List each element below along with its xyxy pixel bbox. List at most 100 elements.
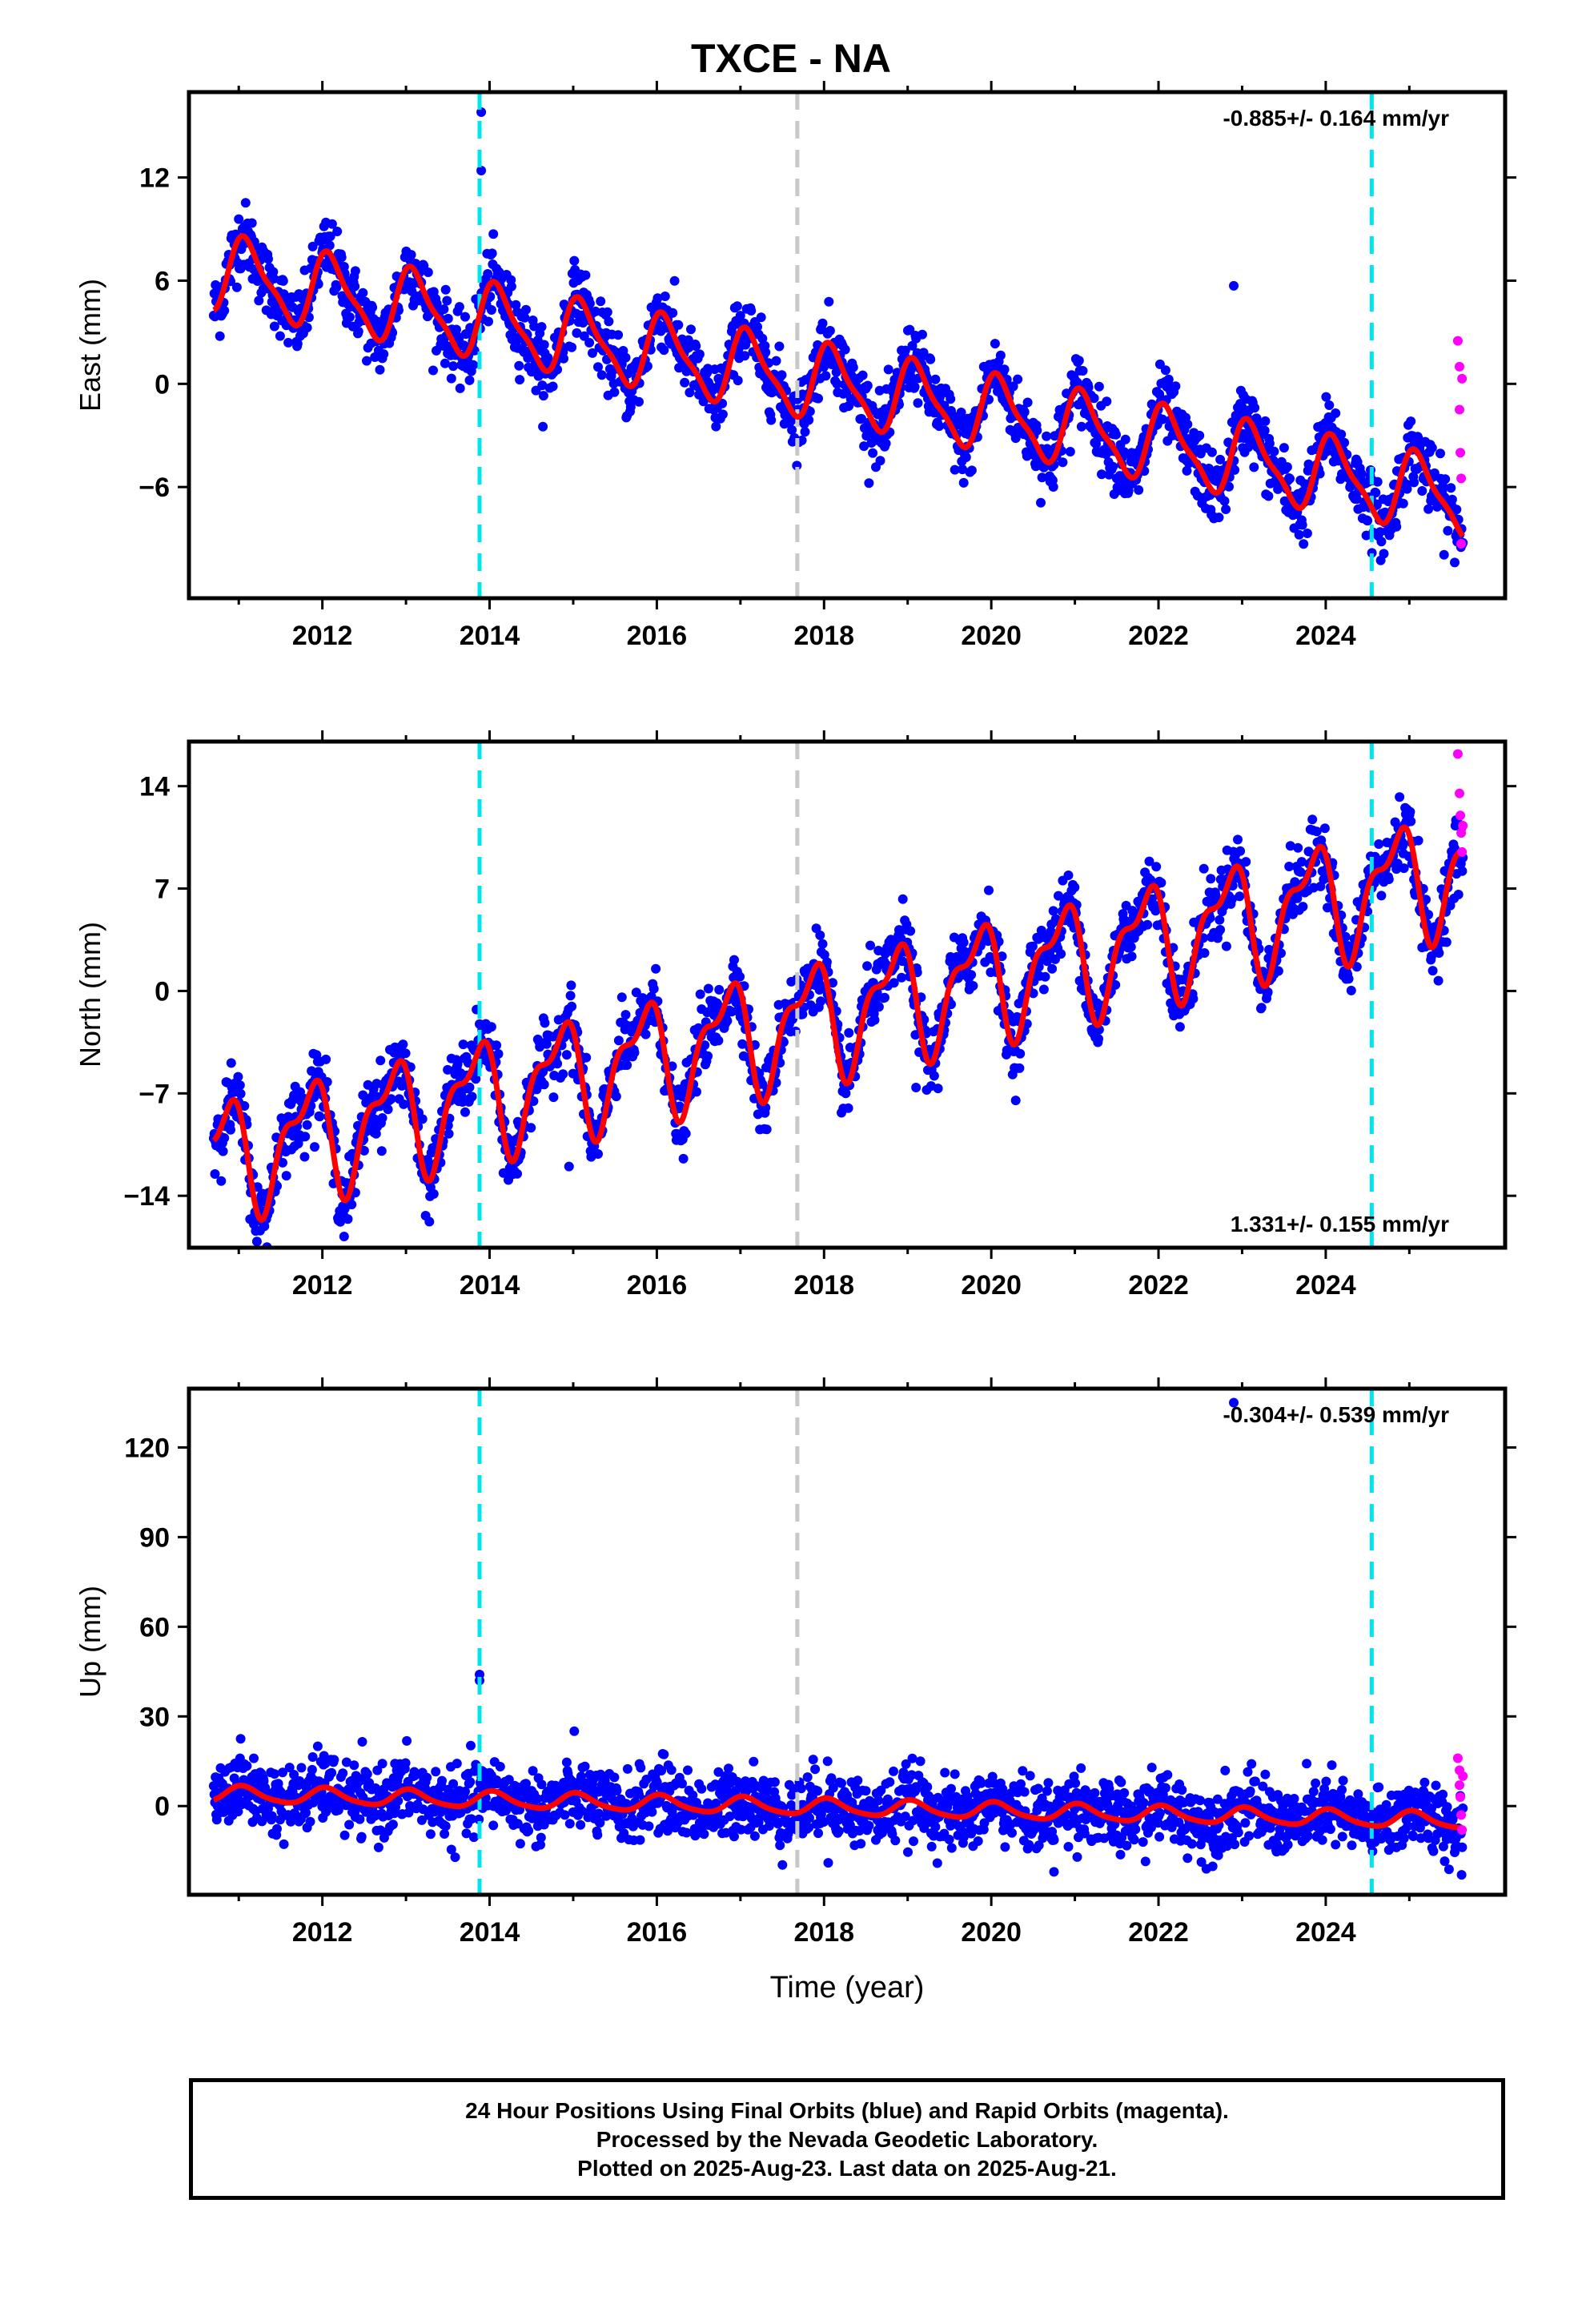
final-orbit-point <box>274 307 284 317</box>
final-orbit-point <box>279 1839 289 1849</box>
final-orbit-point <box>442 296 452 306</box>
rapid-orbit-point <box>1456 810 1466 821</box>
final-orbit-point <box>817 318 828 328</box>
final-orbit-point <box>1199 948 1210 958</box>
final-orbit-point <box>327 1767 337 1778</box>
final-orbit-point <box>493 1049 504 1059</box>
final-orbit-point <box>561 1757 572 1767</box>
final-orbit-point <box>1019 407 1030 417</box>
final-orbit-point <box>1151 862 1162 872</box>
final-orbit-point <box>680 377 690 388</box>
final-orbit-point <box>541 1039 552 1049</box>
final-orbit-point <box>1324 400 1335 410</box>
final-orbit-point <box>400 1048 411 1059</box>
final-orbit-point <box>1015 1048 1026 1059</box>
final-orbit-point <box>1263 987 1273 997</box>
final-orbit-point <box>880 992 889 1003</box>
final-orbit-point <box>695 989 705 999</box>
final-orbit-point <box>1134 485 1144 495</box>
final-orbit-point <box>787 1014 797 1024</box>
final-orbit-point <box>569 255 580 266</box>
final-orbit-point <box>1126 942 1136 952</box>
final-orbit-point <box>694 349 705 360</box>
final-orbit-point <box>1182 465 1192 476</box>
final-orbit-point <box>805 406 815 416</box>
final-orbit-point <box>735 971 745 982</box>
final-orbit-point <box>465 1777 476 1787</box>
final-orbit-point <box>620 352 631 363</box>
final-orbit-point <box>219 305 230 316</box>
final-orbit-point <box>592 1830 603 1840</box>
final-orbit-point <box>1297 520 1307 530</box>
final-orbit-point <box>753 322 762 332</box>
rate-label: 1.331+/- 0.155 mm/yr <box>1231 1212 1449 1236</box>
final-orbit-point <box>620 1010 631 1020</box>
final-orbit-point <box>966 970 977 980</box>
final-orbit-point <box>269 1769 279 1779</box>
final-orbit-point <box>218 1146 228 1156</box>
final-orbit-point <box>455 383 465 393</box>
final-orbit-point <box>327 219 337 229</box>
final-orbit-point <box>604 316 614 327</box>
final-orbit-point <box>864 478 874 489</box>
final-orbit-point <box>1293 842 1303 853</box>
final-orbit-point <box>990 339 1000 349</box>
final-orbit-point <box>1036 497 1046 508</box>
y-tick-label: 14 <box>139 772 170 802</box>
final-orbit-point <box>440 358 450 368</box>
final-orbit-point <box>1032 425 1042 436</box>
final-orbit-point <box>1070 883 1080 892</box>
outlier-point <box>911 1083 921 1093</box>
final-orbit-point <box>581 1052 592 1063</box>
final-orbit-point <box>358 287 368 298</box>
final-orbit-point <box>677 1779 687 1789</box>
final-orbit-point <box>613 1035 624 1046</box>
final-orbit-point <box>1126 951 1137 962</box>
final-orbit-point <box>588 348 597 358</box>
final-orbit-point <box>240 198 251 208</box>
final-orbit-point <box>629 1047 640 1058</box>
final-orbit-point <box>387 1819 398 1830</box>
final-orbit-point <box>1321 392 1331 402</box>
final-orbit-point <box>669 275 680 286</box>
final-orbit-point <box>761 348 771 357</box>
final-orbit-point <box>817 939 828 949</box>
final-orbit-point <box>1371 488 1381 498</box>
final-orbit-point <box>934 421 945 432</box>
final-orbit-point <box>313 279 323 289</box>
final-orbit-point <box>1144 856 1154 866</box>
y-tick-label: −14 <box>123 1181 170 1212</box>
final-orbit-point <box>315 1112 325 1122</box>
final-orbit-point <box>824 296 834 307</box>
final-orbit-point <box>961 452 971 462</box>
final-orbit-point <box>566 980 576 991</box>
final-orbit-point <box>1457 866 1468 876</box>
final-orbit-point <box>538 391 548 401</box>
final-orbit-point <box>312 1741 323 1751</box>
final-orbit-point <box>889 978 899 988</box>
final-orbit-point <box>1435 448 1445 459</box>
final-orbit-point <box>332 227 343 236</box>
final-orbit-point <box>1294 529 1304 540</box>
final-orbit-point <box>515 375 525 385</box>
final-orbit-point <box>275 331 285 341</box>
final-orbit-point <box>263 254 273 264</box>
panel-north: 2012 2014 2016 2018 2020 2022 2024−14−70714Nor… <box>74 730 1516 1301</box>
final-orbit-point <box>1285 473 1295 484</box>
final-orbit-point <box>821 371 831 381</box>
final-orbit-point <box>483 269 493 279</box>
final-orbit-point <box>642 361 652 372</box>
outlier-point <box>1229 280 1239 291</box>
final-orbit-point <box>1434 948 1444 958</box>
final-orbit-point <box>350 266 360 276</box>
final-orbit-point <box>1319 823 1330 834</box>
final-orbit-point <box>918 348 929 358</box>
final-orbit-point <box>1391 521 1402 532</box>
plot-frame <box>187 90 1508 601</box>
final-orbit-point <box>537 380 548 391</box>
final-orbit-point <box>1284 862 1295 871</box>
final-orbit-point <box>357 1737 367 1747</box>
final-orbit-point <box>659 1749 669 1759</box>
final-orbit-point <box>816 996 826 1007</box>
final-orbit-point <box>1447 494 1457 505</box>
